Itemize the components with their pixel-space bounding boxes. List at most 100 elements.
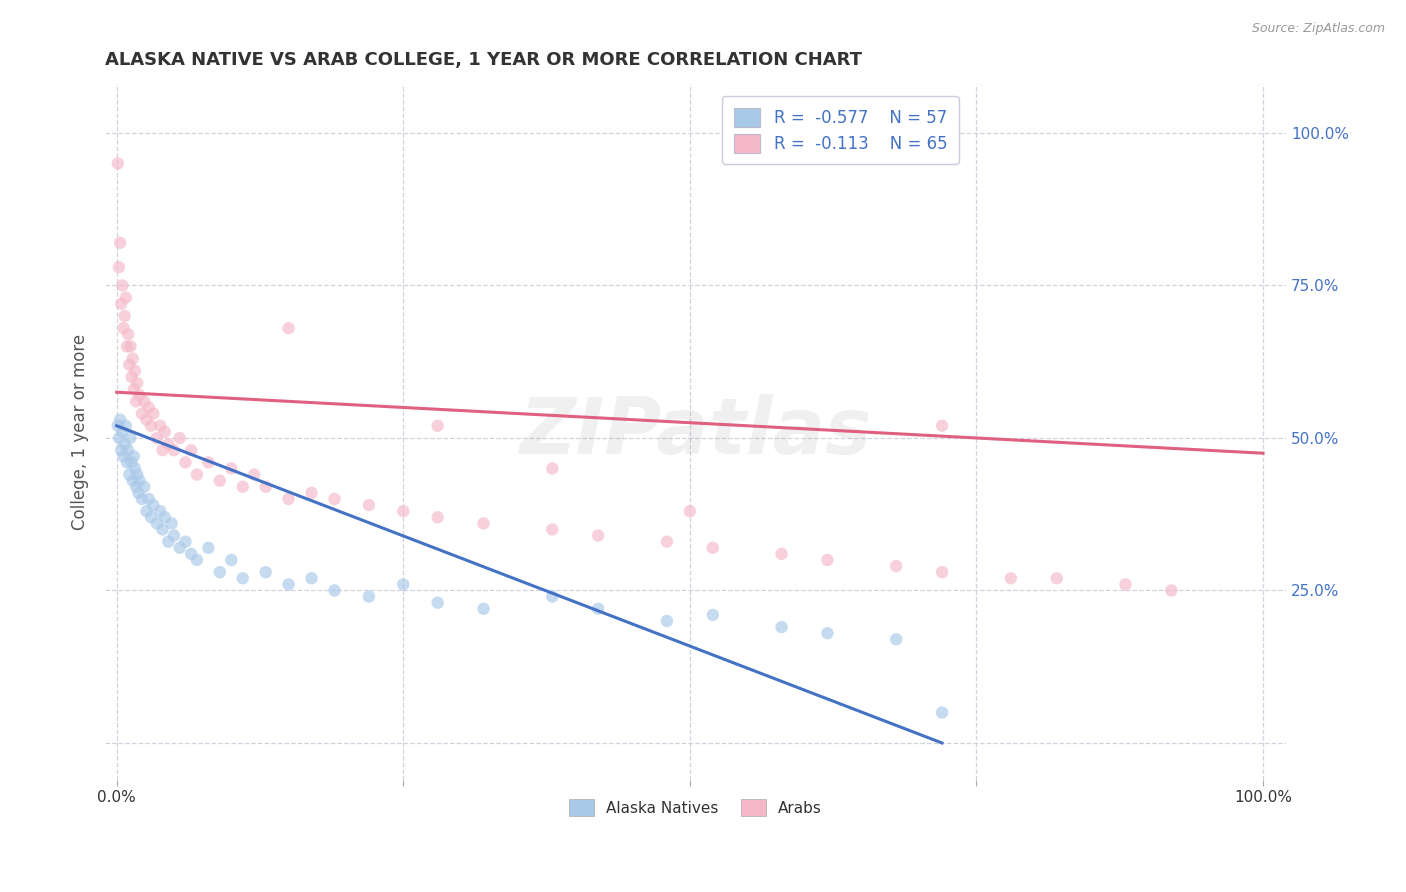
Point bbox=[180, 443, 202, 458]
Point bbox=[357, 498, 380, 512]
Point bbox=[770, 620, 793, 634]
Point bbox=[152, 523, 174, 537]
Point bbox=[142, 498, 165, 512]
Point bbox=[472, 601, 495, 615]
Point bbox=[392, 577, 415, 591]
Point bbox=[186, 467, 208, 482]
Point bbox=[157, 534, 180, 549]
Point bbox=[197, 541, 219, 555]
Point bbox=[884, 632, 907, 647]
Point bbox=[357, 590, 380, 604]
Point bbox=[221, 553, 243, 567]
Point bbox=[110, 443, 132, 458]
Point bbox=[120, 339, 142, 353]
Point bbox=[472, 516, 495, 531]
Point bbox=[197, 455, 219, 469]
Point bbox=[426, 510, 449, 524]
Point bbox=[702, 541, 724, 555]
Point bbox=[127, 376, 149, 390]
Point bbox=[426, 418, 449, 433]
Point bbox=[139, 418, 162, 433]
Point bbox=[392, 504, 415, 518]
Point bbox=[111, 425, 134, 439]
Point bbox=[135, 412, 157, 426]
Point bbox=[114, 309, 136, 323]
Point bbox=[815, 626, 838, 640]
Point bbox=[114, 437, 136, 451]
Point bbox=[112, 321, 135, 335]
Point bbox=[323, 583, 346, 598]
Point bbox=[160, 516, 183, 531]
Point bbox=[277, 577, 299, 591]
Point bbox=[121, 351, 143, 366]
Point bbox=[169, 431, 191, 445]
Point bbox=[655, 534, 678, 549]
Point bbox=[134, 394, 156, 409]
Point bbox=[301, 486, 323, 500]
Point bbox=[115, 291, 138, 305]
Point bbox=[138, 401, 160, 415]
Point bbox=[121, 370, 143, 384]
Point bbox=[107, 418, 129, 433]
Point bbox=[108, 260, 131, 274]
Point bbox=[174, 455, 197, 469]
Point bbox=[254, 480, 277, 494]
Point bbox=[157, 437, 180, 451]
Point bbox=[1046, 571, 1069, 585]
Text: ALASKA NATIVE VS ARAB COLLEGE, 1 YEAR OR MORE CORRELATION CHART: ALASKA NATIVE VS ARAB COLLEGE, 1 YEAR OR… bbox=[105, 51, 862, 69]
Point bbox=[232, 480, 254, 494]
Point bbox=[107, 156, 129, 170]
Point bbox=[149, 418, 172, 433]
Point bbox=[115, 418, 138, 433]
Point bbox=[163, 528, 186, 542]
Point bbox=[131, 407, 153, 421]
Point bbox=[153, 510, 176, 524]
Point bbox=[115, 455, 138, 469]
Point bbox=[111, 278, 134, 293]
Point bbox=[655, 614, 678, 628]
Point bbox=[125, 394, 148, 409]
Point bbox=[139, 510, 162, 524]
Point bbox=[127, 486, 149, 500]
Point bbox=[931, 418, 953, 433]
Point bbox=[146, 431, 169, 445]
Point bbox=[208, 474, 231, 488]
Point bbox=[770, 547, 793, 561]
Point bbox=[815, 553, 838, 567]
Text: ZIPatlas: ZIPatlas bbox=[519, 394, 872, 470]
Point bbox=[679, 504, 702, 518]
Point bbox=[208, 565, 231, 579]
Point bbox=[118, 358, 141, 372]
Point bbox=[541, 523, 564, 537]
Point bbox=[931, 706, 953, 720]
Point bbox=[243, 467, 266, 482]
Point bbox=[110, 297, 132, 311]
Point bbox=[108, 235, 131, 250]
Point bbox=[153, 425, 176, 439]
Point bbox=[120, 431, 142, 445]
Point bbox=[127, 467, 149, 482]
Point bbox=[221, 461, 243, 475]
Point bbox=[149, 504, 172, 518]
Point bbox=[586, 528, 609, 542]
Point bbox=[541, 461, 564, 475]
Point bbox=[124, 364, 146, 378]
Point bbox=[232, 571, 254, 585]
Point bbox=[1114, 577, 1136, 591]
Point bbox=[122, 382, 145, 396]
Point bbox=[254, 565, 277, 579]
Point bbox=[124, 461, 146, 475]
Point bbox=[121, 474, 143, 488]
Point bbox=[121, 455, 143, 469]
Point bbox=[134, 480, 156, 494]
Point bbox=[125, 480, 148, 494]
Point bbox=[931, 565, 953, 579]
Point bbox=[115, 339, 138, 353]
Point bbox=[128, 388, 150, 402]
Point bbox=[174, 534, 197, 549]
Point bbox=[323, 491, 346, 506]
Legend: Alaska Natives, Arabs: Alaska Natives, Arabs bbox=[561, 791, 830, 824]
Point bbox=[112, 450, 135, 464]
Point bbox=[131, 491, 153, 506]
Point bbox=[586, 601, 609, 615]
